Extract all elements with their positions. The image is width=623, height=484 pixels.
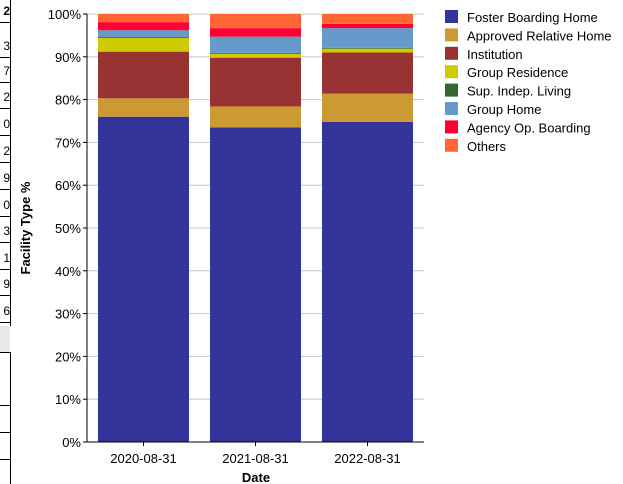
side-table-rule xyxy=(0,405,11,406)
y-tick-label: 50% xyxy=(55,221,81,236)
legend-item: Group Home xyxy=(445,102,541,117)
y-tick-label: 30% xyxy=(55,307,81,322)
legend-label: Sup. Indep. Living xyxy=(467,84,571,99)
legend-item: Approved Relative Home xyxy=(445,28,612,43)
legend-item: Institution xyxy=(445,46,523,62)
y-tick-label: 90% xyxy=(55,50,81,65)
side-table-rule xyxy=(0,432,11,433)
legend-swatch xyxy=(445,28,458,42)
legend-item: Group Residence xyxy=(445,65,568,80)
legend-label: Others xyxy=(467,139,507,154)
legend-label: Group Home xyxy=(467,102,541,117)
y-tick-label: 0% xyxy=(62,435,81,450)
legend-item: Others xyxy=(445,138,507,154)
x-tick-labels: 2020-08-31 2021-08-31 2022-08-31 xyxy=(110,442,401,466)
bar-segment xyxy=(210,57,301,107)
bar-segment xyxy=(322,28,413,48)
bar-segment xyxy=(98,37,189,52)
y-tick-label: 70% xyxy=(55,135,81,150)
legend-label: Institution xyxy=(467,47,523,62)
bar-segment xyxy=(210,52,301,54)
bar-segment xyxy=(322,47,413,49)
x-tick-label: 2020-08-31 xyxy=(110,451,177,466)
bar-segment xyxy=(98,37,189,38)
bar-segment xyxy=(98,51,189,99)
legend-label: Group Residence xyxy=(467,65,568,80)
bar-segment xyxy=(210,36,301,53)
bar-segment xyxy=(210,28,301,37)
legend-swatch xyxy=(445,120,458,134)
side-table-rule xyxy=(0,352,11,353)
legend-label: Foster Boarding Home xyxy=(467,10,598,25)
legend-swatch xyxy=(445,102,458,115)
side-table-border xyxy=(10,352,11,484)
legend-swatch xyxy=(445,138,458,152)
bar-segment xyxy=(322,93,413,122)
legend-swatch xyxy=(445,83,458,97)
bar-segment xyxy=(322,48,413,53)
y-tick-label: 80% xyxy=(55,93,81,108)
bar-stack xyxy=(98,14,189,442)
bar-segment xyxy=(98,116,189,442)
bar-stack xyxy=(210,14,301,443)
legend: Foster Boarding Home Approved Relative Ho… xyxy=(445,10,612,154)
y-axis-title: Facility Type % xyxy=(18,181,33,274)
legend-item: Foster Boarding Home xyxy=(445,10,598,25)
bars xyxy=(98,14,413,443)
y-tick-label: 60% xyxy=(55,178,81,193)
bar-segment xyxy=(322,121,413,442)
bar-segment xyxy=(98,98,189,117)
y-tick-labels: 0% 10% 20% 30% 40% 50% 60% 70% 80% 90% 100% xyxy=(48,7,82,450)
side-table-rule xyxy=(0,459,11,460)
legend-swatch xyxy=(445,65,458,79)
bar-segment xyxy=(322,52,413,94)
side-table-shaded-row xyxy=(0,326,10,352)
side-table-border xyxy=(10,0,11,326)
bar-segment xyxy=(322,23,413,29)
y-tick-label: 20% xyxy=(55,349,81,364)
legend-item: Agency Op. Boarding xyxy=(445,120,591,135)
legend-swatch xyxy=(445,10,458,23)
bar-stack xyxy=(322,14,413,442)
bar-segment xyxy=(210,14,301,29)
bar-segment xyxy=(210,53,301,58)
x-tick-label: 2022-08-31 xyxy=(334,451,401,466)
legend-swatch xyxy=(445,46,458,60)
bar-segment xyxy=(98,22,189,31)
bar-segment xyxy=(98,14,189,23)
legend-label: Approved Relative Home xyxy=(467,28,612,43)
x-axis-title: Date xyxy=(242,470,270,484)
bar-segment xyxy=(98,30,189,38)
y-tick-label: 10% xyxy=(55,392,81,407)
x-tick-label: 2021-08-31 xyxy=(222,451,289,466)
bar-segment xyxy=(210,127,301,443)
y-tick-label: 40% xyxy=(55,264,81,279)
legend-item: Sup. Indep. Living xyxy=(445,83,571,99)
legend-label: Agency Op. Boarding xyxy=(467,120,591,135)
bar-segment xyxy=(210,106,301,128)
bar-segment xyxy=(322,14,413,24)
y-tick-label: 100% xyxy=(48,7,82,22)
